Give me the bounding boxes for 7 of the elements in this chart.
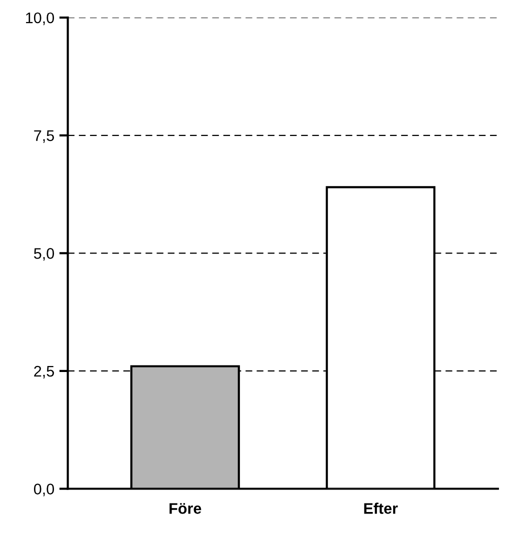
y-tick-label: 2,5 — [34, 366, 54, 378]
y-tick-label: 7,5 — [34, 130, 54, 143]
y-tick-label: 0,0 — [34, 484, 54, 496]
y-tick-label: 5,0 — [34, 248, 54, 261]
y-tick-label: 10,0 — [26, 12, 54, 26]
x-tick-label: Före — [170, 503, 202, 514]
x-tick-label: Efter — [364, 502, 398, 514]
